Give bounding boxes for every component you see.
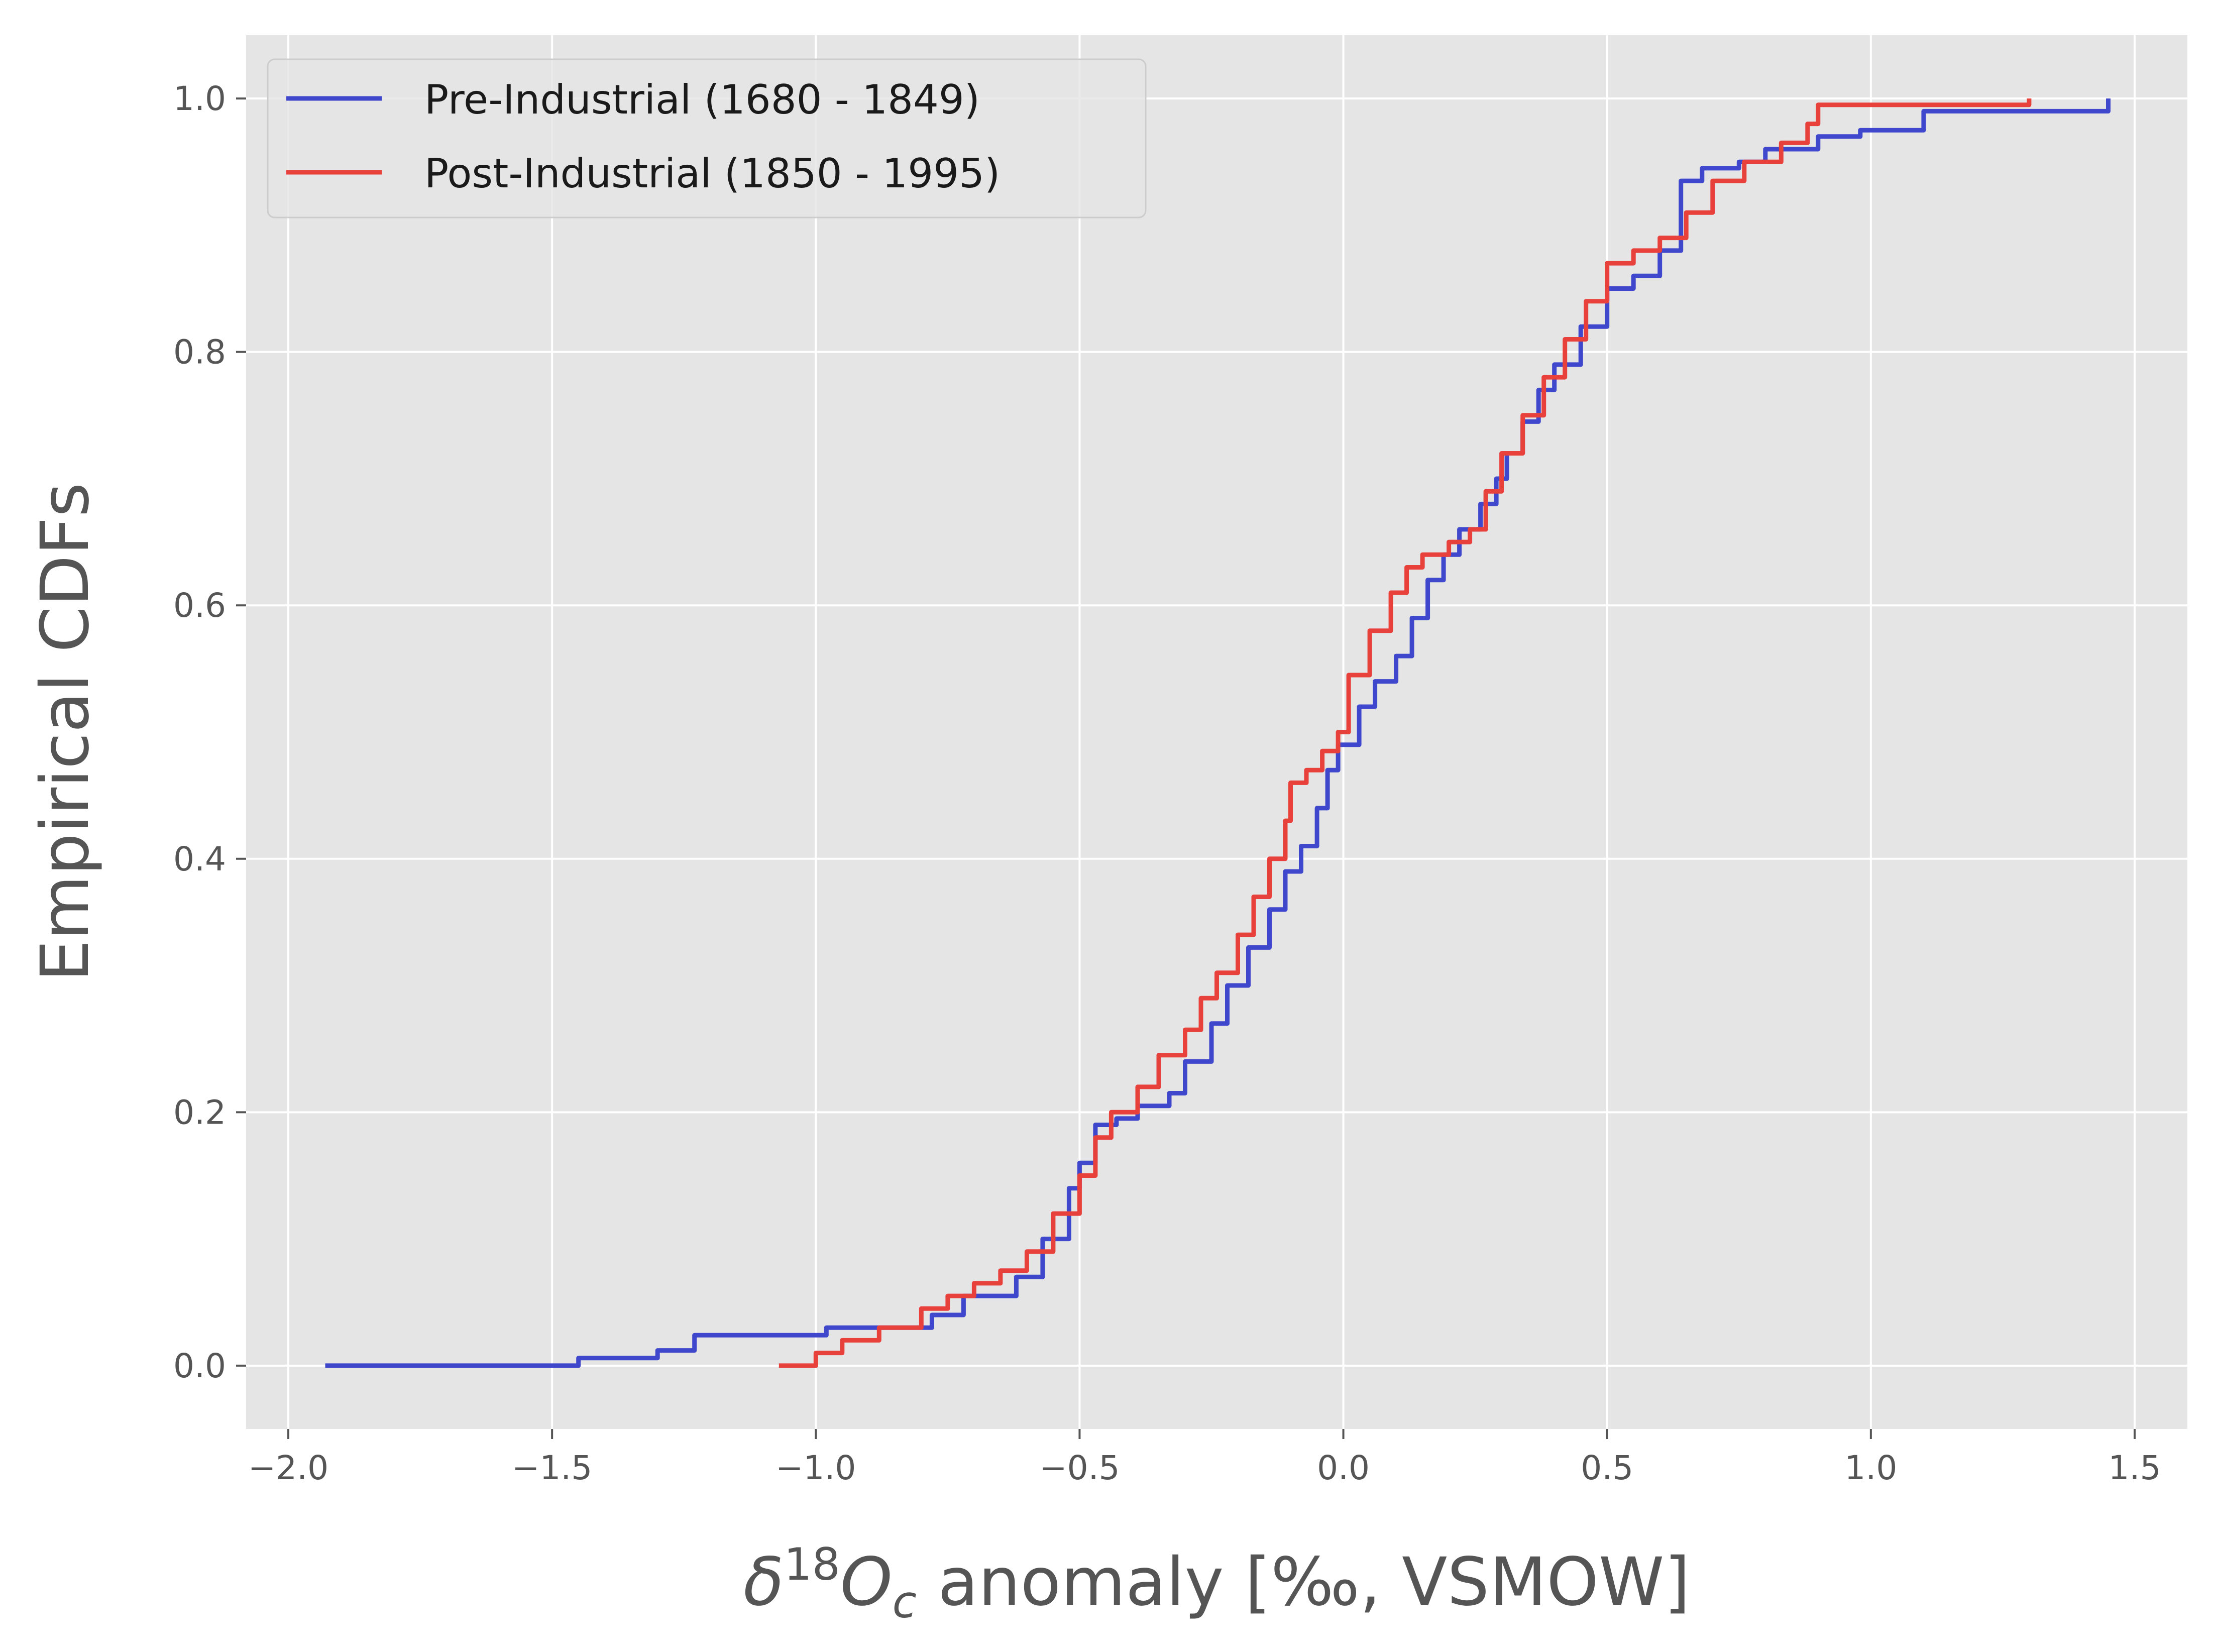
x-tick-label: 1.5 [2108, 1449, 2161, 1487]
x-tick-label: 0.0 [1317, 1449, 1370, 1487]
x-tick-label: −1.0 [776, 1449, 856, 1487]
y-tick-label: 0.0 [173, 1347, 226, 1385]
x-label-var: O [840, 1544, 893, 1621]
y-tick-label: 0.2 [173, 1093, 226, 1132]
series-layer [325, 98, 2111, 1368]
legend: Pre-Industrial (1680 - 1849) Post-Indust… [267, 58, 1147, 218]
x-tick-label: −2.0 [248, 1449, 328, 1487]
x-tick-label: −1.5 [512, 1449, 592, 1487]
x-label-rest: anomaly [‰, VSMOW] [917, 1544, 1690, 1621]
y-tick-label: 1.0 [173, 79, 226, 118]
legend-label-pre: Pre-Industrial (1680 - 1849) [424, 76, 980, 123]
x-label-sup: 18 [784, 1538, 840, 1590]
y-tick-label: 0.6 [173, 586, 226, 625]
series-post-industrial [779, 98, 2032, 1368]
y-axis-ticks: 0.0 0.2 0.4 0.6 0.8 1.0 [173, 79, 246, 1385]
x-label-sub: c [893, 1576, 917, 1628]
x-tick-label: 0.5 [1581, 1449, 1633, 1487]
y-axis-label: Empirical CDFs [27, 483, 104, 982]
y-tick-label: 0.8 [173, 333, 226, 372]
x-axis-ticks: −2.0 −1.5 −1.0 −0.5 0.0 0.5 1.0 1.5 [248, 1429, 2161, 1487]
legend-box [267, 58, 1147, 218]
x-tick-label: −0.5 [1039, 1449, 1120, 1487]
y-tick-label: 0.4 [173, 840, 226, 878]
x-label-prefix: δ [743, 1544, 784, 1621]
x-tick-label: 1.0 [1844, 1449, 1897, 1487]
plot-area [246, 35, 2187, 1429]
x-axis-label: δ18Oc anomaly [‰, VSMOW] [743, 1538, 1690, 1628]
legend-label-post: Post-Industrial (1850 - 1995) [424, 150, 1000, 197]
